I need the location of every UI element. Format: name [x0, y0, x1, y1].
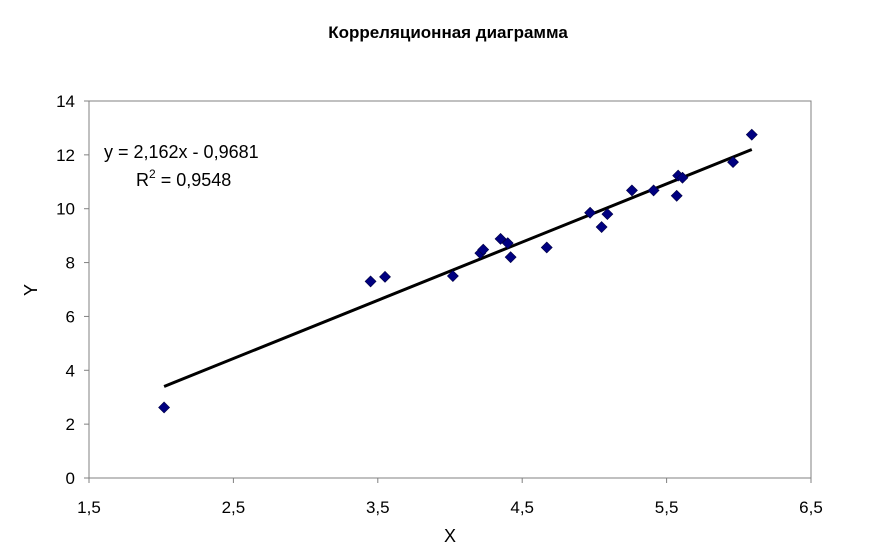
x-tick-label: 5,5	[655, 498, 679, 517]
y-tick-label: 10	[56, 200, 75, 219]
data-point	[584, 206, 596, 219]
y-tick-label: 4	[66, 361, 75, 380]
y-axis-label: Y	[21, 284, 41, 296]
plot-area	[88, 100, 812, 479]
r-squared-label: R2 = 0,9548	[136, 167, 231, 190]
x-tick-label: 3,5	[366, 498, 390, 517]
r-squared-prefix: R	[136, 170, 149, 190]
data-point	[446, 270, 459, 282]
y-tick-label: 6	[66, 307, 75, 326]
y-tick-label: 14	[56, 92, 75, 111]
y-tick-label: 8	[66, 254, 75, 273]
data-point	[477, 243, 490, 256]
data-point	[364, 275, 377, 288]
chart-title: Корреляционная диаграмма	[328, 23, 568, 42]
data-point	[540, 241, 553, 254]
y-axis: 0 2 4 6 8 10 12 14	[56, 92, 89, 488]
data-point	[727, 156, 739, 169]
x-tick-label: 4,5	[510, 498, 534, 517]
data-points	[158, 128, 758, 414]
data-point	[494, 232, 507, 245]
x-tick-label: 1,5	[77, 498, 101, 517]
x-axis-label: X	[444, 526, 456, 546]
y-tick-label: 0	[66, 469, 75, 488]
data-point	[504, 251, 517, 264]
data-point	[647, 184, 660, 197]
data-point	[745, 128, 758, 141]
data-point	[670, 189, 683, 202]
y-tick-label: 2	[66, 415, 75, 434]
data-point	[158, 401, 171, 414]
r-squared-superscript: 2	[149, 167, 156, 181]
data-point	[676, 171, 689, 184]
y-tick-label: 12	[56, 146, 75, 165]
data-point	[501, 237, 514, 250]
r-squared-value: = 0,9548	[156, 170, 232, 190]
x-axis: 1,5 2,5 3,5 4,5 5,5 6,5	[77, 478, 823, 517]
x-tick-label: 2,5	[222, 498, 246, 517]
x-tick-label: 6,5	[799, 498, 823, 517]
trendline-equation: y = 2,162x - 0,9681	[104, 142, 259, 162]
data-point	[595, 221, 608, 233]
data-point	[379, 270, 391, 283]
data-point	[626, 184, 638, 197]
data-point	[601, 208, 614, 221]
